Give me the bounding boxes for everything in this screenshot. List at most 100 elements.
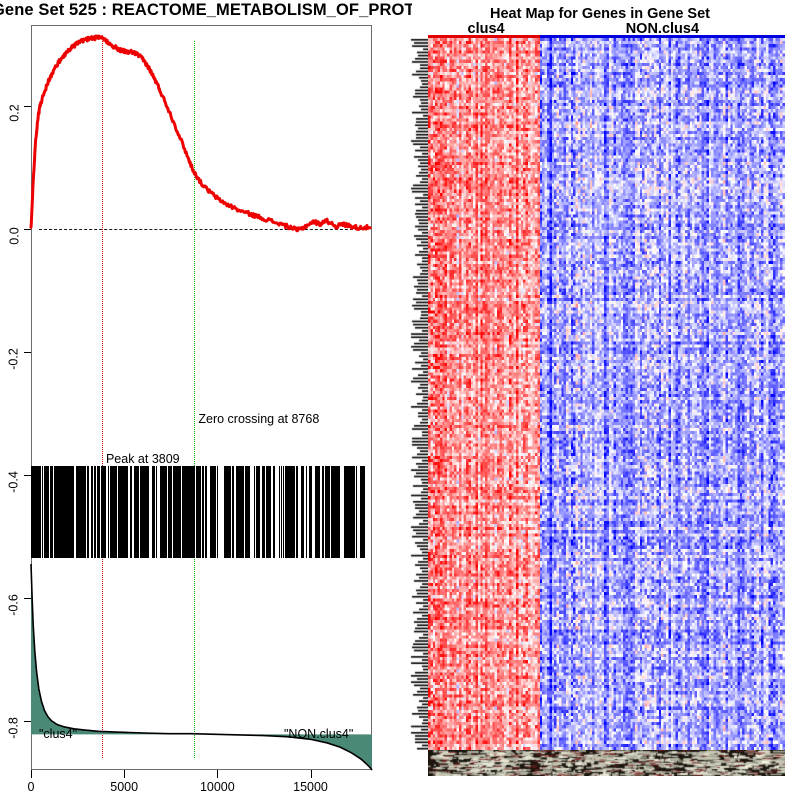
gene-hit-tick (253, 465, 256, 558)
gene-hit-tick (214, 465, 216, 558)
gene-hit-tick (142, 465, 145, 558)
class-label-left: "clus4" (39, 727, 78, 741)
gene-hit-tick (351, 465, 354, 558)
gene-hit-tick (151, 465, 154, 558)
gene-hit-tick (226, 465, 228, 558)
enrichment-curve-svg (29, 34, 373, 771)
gene-hit-tick (31, 465, 33, 558)
gene-hit-tick (104, 465, 107, 558)
gene-hit-tick (139, 465, 141, 558)
gene-hit-tick (84, 465, 87, 558)
gene-hit-tick (156, 465, 158, 558)
y-axis-tick-label: 0.0 (7, 227, 21, 245)
gene-hit-tick (107, 465, 109, 558)
gene-hit-tick (46, 465, 47, 558)
gene-hit-tick (37, 465, 40, 558)
gene-hit-tick (236, 465, 238, 558)
zero-reference-line (39, 229, 368, 231)
gene-hit-tick (160, 465, 163, 558)
gene-hit-tick (213, 465, 216, 558)
gene-hit-tick (59, 465, 61, 558)
gene-hit-tick (178, 465, 181, 558)
gene-hit-tick (333, 465, 335, 558)
gene-hit-tick (35, 465, 37, 558)
gene-hit-tick (193, 465, 195, 558)
gene-hit-tick (190, 465, 193, 558)
y-axis-tick-label: -0.4 (7, 471, 21, 493)
gene-hit-tick (325, 465, 327, 558)
y-axis-tick (24, 720, 31, 722)
gene-hit-tick (346, 465, 349, 558)
gene-hit-tick (72, 465, 74, 558)
gene-hit-tick (119, 465, 121, 558)
gene-hit-tick (262, 465, 265, 558)
gene-hit-tick (61, 465, 63, 558)
x-axis-tick-label: 0 (27, 780, 35, 794)
gene-hit-tick (302, 465, 305, 558)
gene-hit-tick (296, 465, 298, 558)
gene-hit-tick (224, 465, 226, 558)
gene-hit-tick (35, 465, 39, 558)
gene-hit-tick (198, 465, 201, 558)
gene-hit-tick (83, 465, 86, 558)
gene-hit-tick (97, 465, 99, 558)
gene-hit-tick (246, 465, 249, 558)
gene-hit-tick (331, 465, 334, 558)
y-axis-tick (24, 474, 31, 476)
gene-hit-tick (134, 465, 137, 558)
gene-hit-tick (238, 465, 241, 558)
gene-hit-tick (284, 465, 287, 558)
gene-hit-tick (98, 465, 101, 558)
gene-hit-tick (183, 465, 186, 558)
gene-hit-tick (278, 465, 280, 558)
page-title: Gene Set 525 : REACTOME_METABOLISM_OF_PR… (0, 1, 412, 19)
class-label-right: "NON.clus4" (284, 727, 354, 741)
gene-hit-tick (240, 465, 242, 558)
gene-hit-tick (43, 465, 46, 558)
gene-hit-tick (189, 465, 192, 558)
y-axis-tick (24, 352, 31, 353)
y-axis-tick-label: -0.8 (7, 717, 21, 739)
gene-hit-tick (137, 465, 140, 558)
heatmap-gene-labels (410, 38, 428, 750)
gene-hit-tick (40, 465, 42, 558)
gene-hit-tick (295, 465, 297, 558)
gene-hit-tick (300, 465, 303, 558)
gene-hit-tick (114, 465, 117, 558)
gene-hit-tick (188, 465, 190, 558)
gene-hit-tick (69, 465, 72, 558)
gene-hit-tick (94, 465, 96, 558)
gene-hit-tick (228, 465, 231, 558)
gene-hit-tick (314, 465, 317, 558)
gene-hit-tick (38, 465, 40, 558)
gene-hit-tick (145, 465, 148, 558)
gene-hit-tick (169, 465, 172, 558)
gene-hit-tick (136, 465, 138, 558)
gene-hit-tick (87, 465, 89, 558)
gene-hit-tick (210, 465, 213, 558)
gene-hit-tick (336, 465, 338, 558)
gene-hit-tick (162, 465, 165, 558)
gene-hit-tick (66, 465, 69, 558)
gene-hit-tick (272, 465, 275, 558)
gene-hit-tick (201, 465, 204, 558)
gene-hit-tick (146, 465, 149, 558)
heatmap-class-colorbar (428, 35, 785, 38)
ranking-metric-line (30, 564, 373, 771)
y-axis-tick (24, 597, 31, 599)
gene-hit-tick (174, 465, 176, 558)
gene-hit-tick (244, 465, 247, 558)
running-enrichment-line (29, 34, 372, 233)
gene-hit-tick (182, 465, 184, 558)
gene-hit-tick (92, 465, 94, 558)
gene-hit-tick (172, 465, 175, 558)
y-axis-tick-label: -0.6 (7, 594, 21, 616)
gene-hit-tick (237, 465, 239, 558)
peak-marker-line (101, 41, 103, 758)
gene-hit-tick (348, 465, 351, 558)
gene-hit-tick (224, 465, 228, 558)
gene-hit-tick (305, 465, 307, 558)
y-axis-tick (24, 106, 31, 108)
gene-hit-tick (344, 465, 347, 558)
